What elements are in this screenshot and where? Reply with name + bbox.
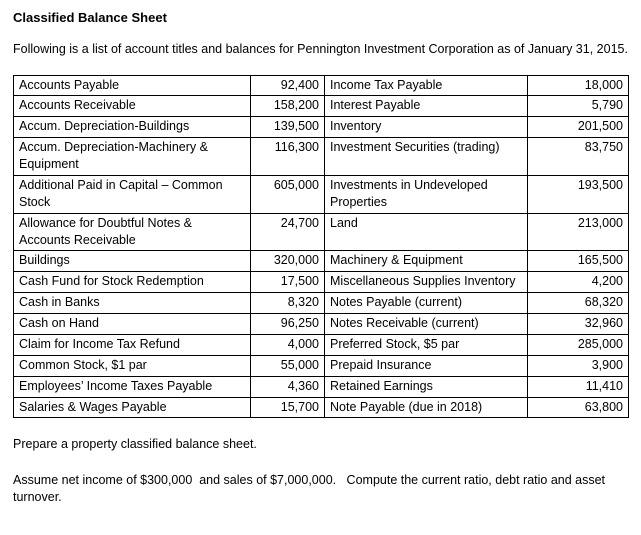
amount-cell: 193,500 — [527, 174, 629, 214]
account-name-cell: Prepaid Insurance — [324, 354, 528, 377]
account-name-cell: Buildings — [13, 250, 251, 273]
amount-cell: 285,000 — [527, 333, 629, 356]
table-row: Claim for Income Tax Refund 4,000 Prefer… — [13, 333, 629, 356]
amount-cell: 17,500 — [250, 271, 325, 294]
table-row: Common Stock, $1 par 55,000 Prepaid Insu… — [13, 354, 629, 377]
document-page: Classified Balance Sheet Following is a … — [13, 10, 629, 507]
table-row: Employees’ Income Taxes Payable 4,360 Re… — [13, 375, 629, 398]
table-row: Cash Fund for Stock Redemption 17,500 Mi… — [13, 271, 629, 294]
account-name-cell: Accum. Depreciation-Buildings — [13, 116, 251, 139]
account-name-cell: Cash Fund for Stock Redemption — [13, 271, 251, 294]
amount-cell: 24,700 — [250, 212, 325, 252]
instruction-prepare: Prepare a property classified balance sh… — [13, 437, 257, 452]
account-name-cell: Income Tax Payable — [324, 74, 528, 97]
amount-cell: 116,300 — [250, 137, 325, 176]
amount-cell: 5,790 — [527, 95, 629, 118]
account-name-cell: Allowance for Doubtful Notes & Accounts … — [13, 212, 251, 252]
account-name-cell: Accounts Receivable — [13, 95, 251, 118]
account-name-cell: Accounts Payable — [13, 74, 251, 97]
amount-cell: 32,960 — [527, 313, 629, 335]
amount-cell: 83,750 — [527, 137, 629, 176]
amount-cell: 18,000 — [527, 74, 629, 97]
amount-cell: 55,000 — [250, 354, 325, 377]
account-name-cell: Miscellaneous Supplies Inventory — [324, 271, 528, 294]
account-name-cell: Investment Securities (trading) — [324, 137, 528, 176]
amount-cell: 92,400 — [250, 74, 325, 97]
page-title: Classified Balance Sheet — [13, 10, 167, 25]
amount-cell: 4,000 — [250, 333, 325, 356]
amount-cell: 4,200 — [527, 271, 629, 294]
amount-cell: 15,700 — [250, 396, 325, 419]
accounts-table: Accounts Payable 92,400 Income Tax Payab… — [13, 74, 629, 419]
account-name-cell: Land — [324, 212, 528, 252]
account-name-cell: Note Payable (due in 2018) — [324, 396, 528, 419]
account-name-cell: Additional Paid in Capital – Common Stoc… — [13, 174, 251, 214]
account-name-cell: Accum. Depreciation-Machinery & Equipmen… — [13, 137, 251, 176]
account-name-cell: Interest Payable — [324, 95, 528, 118]
intro-paragraph: Following is a list of account titles an… — [13, 42, 628, 56]
table-row: Cash in Banks 8,320 Notes Payable (curre… — [13, 292, 629, 314]
account-name-cell: Cash in Banks — [13, 292, 251, 314]
account-name-cell: Notes Payable (current) — [324, 292, 528, 314]
account-name-cell: Retained Earnings — [324, 375, 528, 398]
amount-cell: 68,320 — [527, 292, 629, 314]
table-row: Allowance for Doubtful Notes & Accounts … — [13, 212, 629, 252]
amount-cell: 63,800 — [527, 396, 629, 419]
table-row: Accum. Depreciation-Buildings 139,500 In… — [13, 116, 629, 139]
table-row: Buildings 320,000 Machinery & Equipment … — [13, 250, 629, 273]
account-name-cell: Salaries & Wages Payable — [13, 396, 251, 419]
account-name-cell: Investments in Undeveloped Properties — [324, 174, 528, 214]
table-row: Salaries & Wages Payable 15,700 Note Pay… — [13, 396, 629, 419]
amount-cell: 605,000 — [250, 174, 325, 214]
table-row: Cash on Hand 96,250 Notes Receivable (cu… — [13, 313, 629, 335]
amount-cell: 8,320 — [250, 292, 325, 314]
account-name-cell: Common Stock, $1 par — [13, 354, 251, 377]
account-name-cell: Employees’ Income Taxes Payable — [13, 375, 251, 398]
amount-cell: 96,250 — [250, 313, 325, 335]
amount-cell: 11,410 — [527, 375, 629, 398]
instructions-section: Prepare a property classified balance sh… — [13, 436, 628, 507]
amount-cell: 165,500 — [527, 250, 629, 273]
account-name-cell: Machinery & Equipment — [324, 250, 528, 273]
amount-cell: 213,000 — [527, 212, 629, 252]
amount-cell: 158,200 — [250, 95, 325, 118]
amount-cell: 139,500 — [250, 116, 325, 139]
table-row: Additional Paid in Capital – Common Stoc… — [13, 174, 629, 214]
account-name-cell: Notes Receivable (current) — [324, 313, 528, 335]
account-name-cell: Claim for Income Tax Refund — [13, 333, 251, 356]
amount-cell: 201,500 — [527, 116, 629, 139]
table-row: Accounts Receivable 158,200 Interest Pay… — [13, 95, 629, 118]
account-name-cell: Inventory — [324, 116, 528, 139]
instruction-compute: Assume net income of $300,000 and sales … — [13, 472, 609, 505]
account-name-cell: Cash on Hand — [13, 313, 251, 335]
table-row: Accounts Payable 92,400 Income Tax Payab… — [13, 74, 629, 97]
account-name-cell: Preferred Stock, $5 par — [324, 333, 528, 356]
table-row: Accum. Depreciation-Machinery & Equipmen… — [13, 137, 629, 176]
amount-cell: 320,000 — [250, 250, 325, 273]
amount-cell: 3,900 — [527, 354, 629, 377]
amount-cell: 4,360 — [250, 375, 325, 398]
